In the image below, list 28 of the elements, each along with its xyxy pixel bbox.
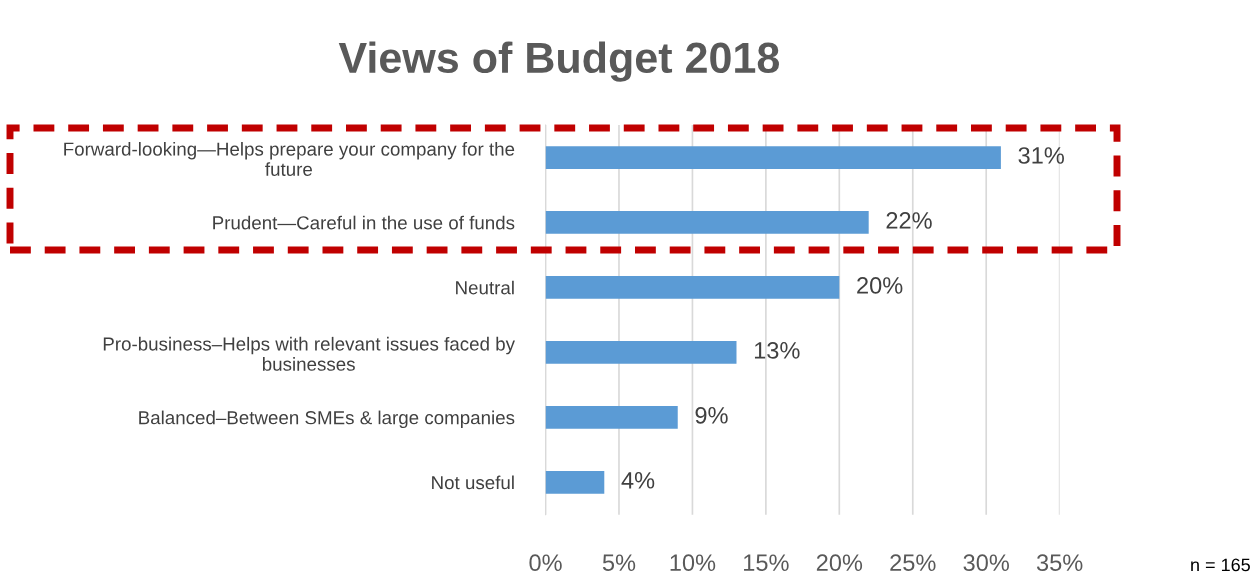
x-tick-label: 5% bbox=[602, 554, 636, 572]
y-tick-label: Neutral bbox=[456, 280, 514, 295]
x-tick-label: 10% bbox=[670, 554, 716, 572]
data-label: 13% bbox=[754, 342, 800, 359]
data-label: 31% bbox=[1018, 147, 1064, 164]
x-tick-label: 35% bbox=[1036, 554, 1083, 572]
x-tick-label: 25% bbox=[890, 554, 936, 572]
bar bbox=[545, 276, 840, 299]
y-tick-label: Forward-looking—Helps prepare your company for the future bbox=[64, 141, 515, 176]
bar bbox=[545, 341, 737, 364]
chart-title: Views of Budget 2018 bbox=[338, 41, 780, 82]
bar bbox=[545, 146, 1001, 169]
text: n = 165 bbox=[1191, 558, 1250, 572]
data-label: 9% bbox=[695, 406, 728, 424]
x-tick-label: 30% bbox=[963, 554, 1009, 572]
x-tick-label: 20% bbox=[816, 554, 863, 572]
data-label: 22% bbox=[886, 212, 932, 229]
y-tick-label: Pro-business–Helps with relevant issues faced by businesses bbox=[103, 336, 515, 371]
bar bbox=[545, 405, 678, 429]
y-tick-label: Balanced–Between SMEs & large companies bbox=[139, 410, 515, 429]
bar bbox=[545, 211, 869, 234]
data-label: 4% bbox=[621, 472, 655, 489]
data-label: 20% bbox=[857, 277, 903, 294]
y-tick-label: Not useful bbox=[432, 475, 514, 490]
x-tick-label: 0% bbox=[529, 554, 562, 572]
y-tick-label: Prudent—Careful in the use of funds bbox=[213, 215, 515, 230]
bar bbox=[545, 470, 605, 494]
x-tick-label: 15% bbox=[744, 554, 789, 572]
